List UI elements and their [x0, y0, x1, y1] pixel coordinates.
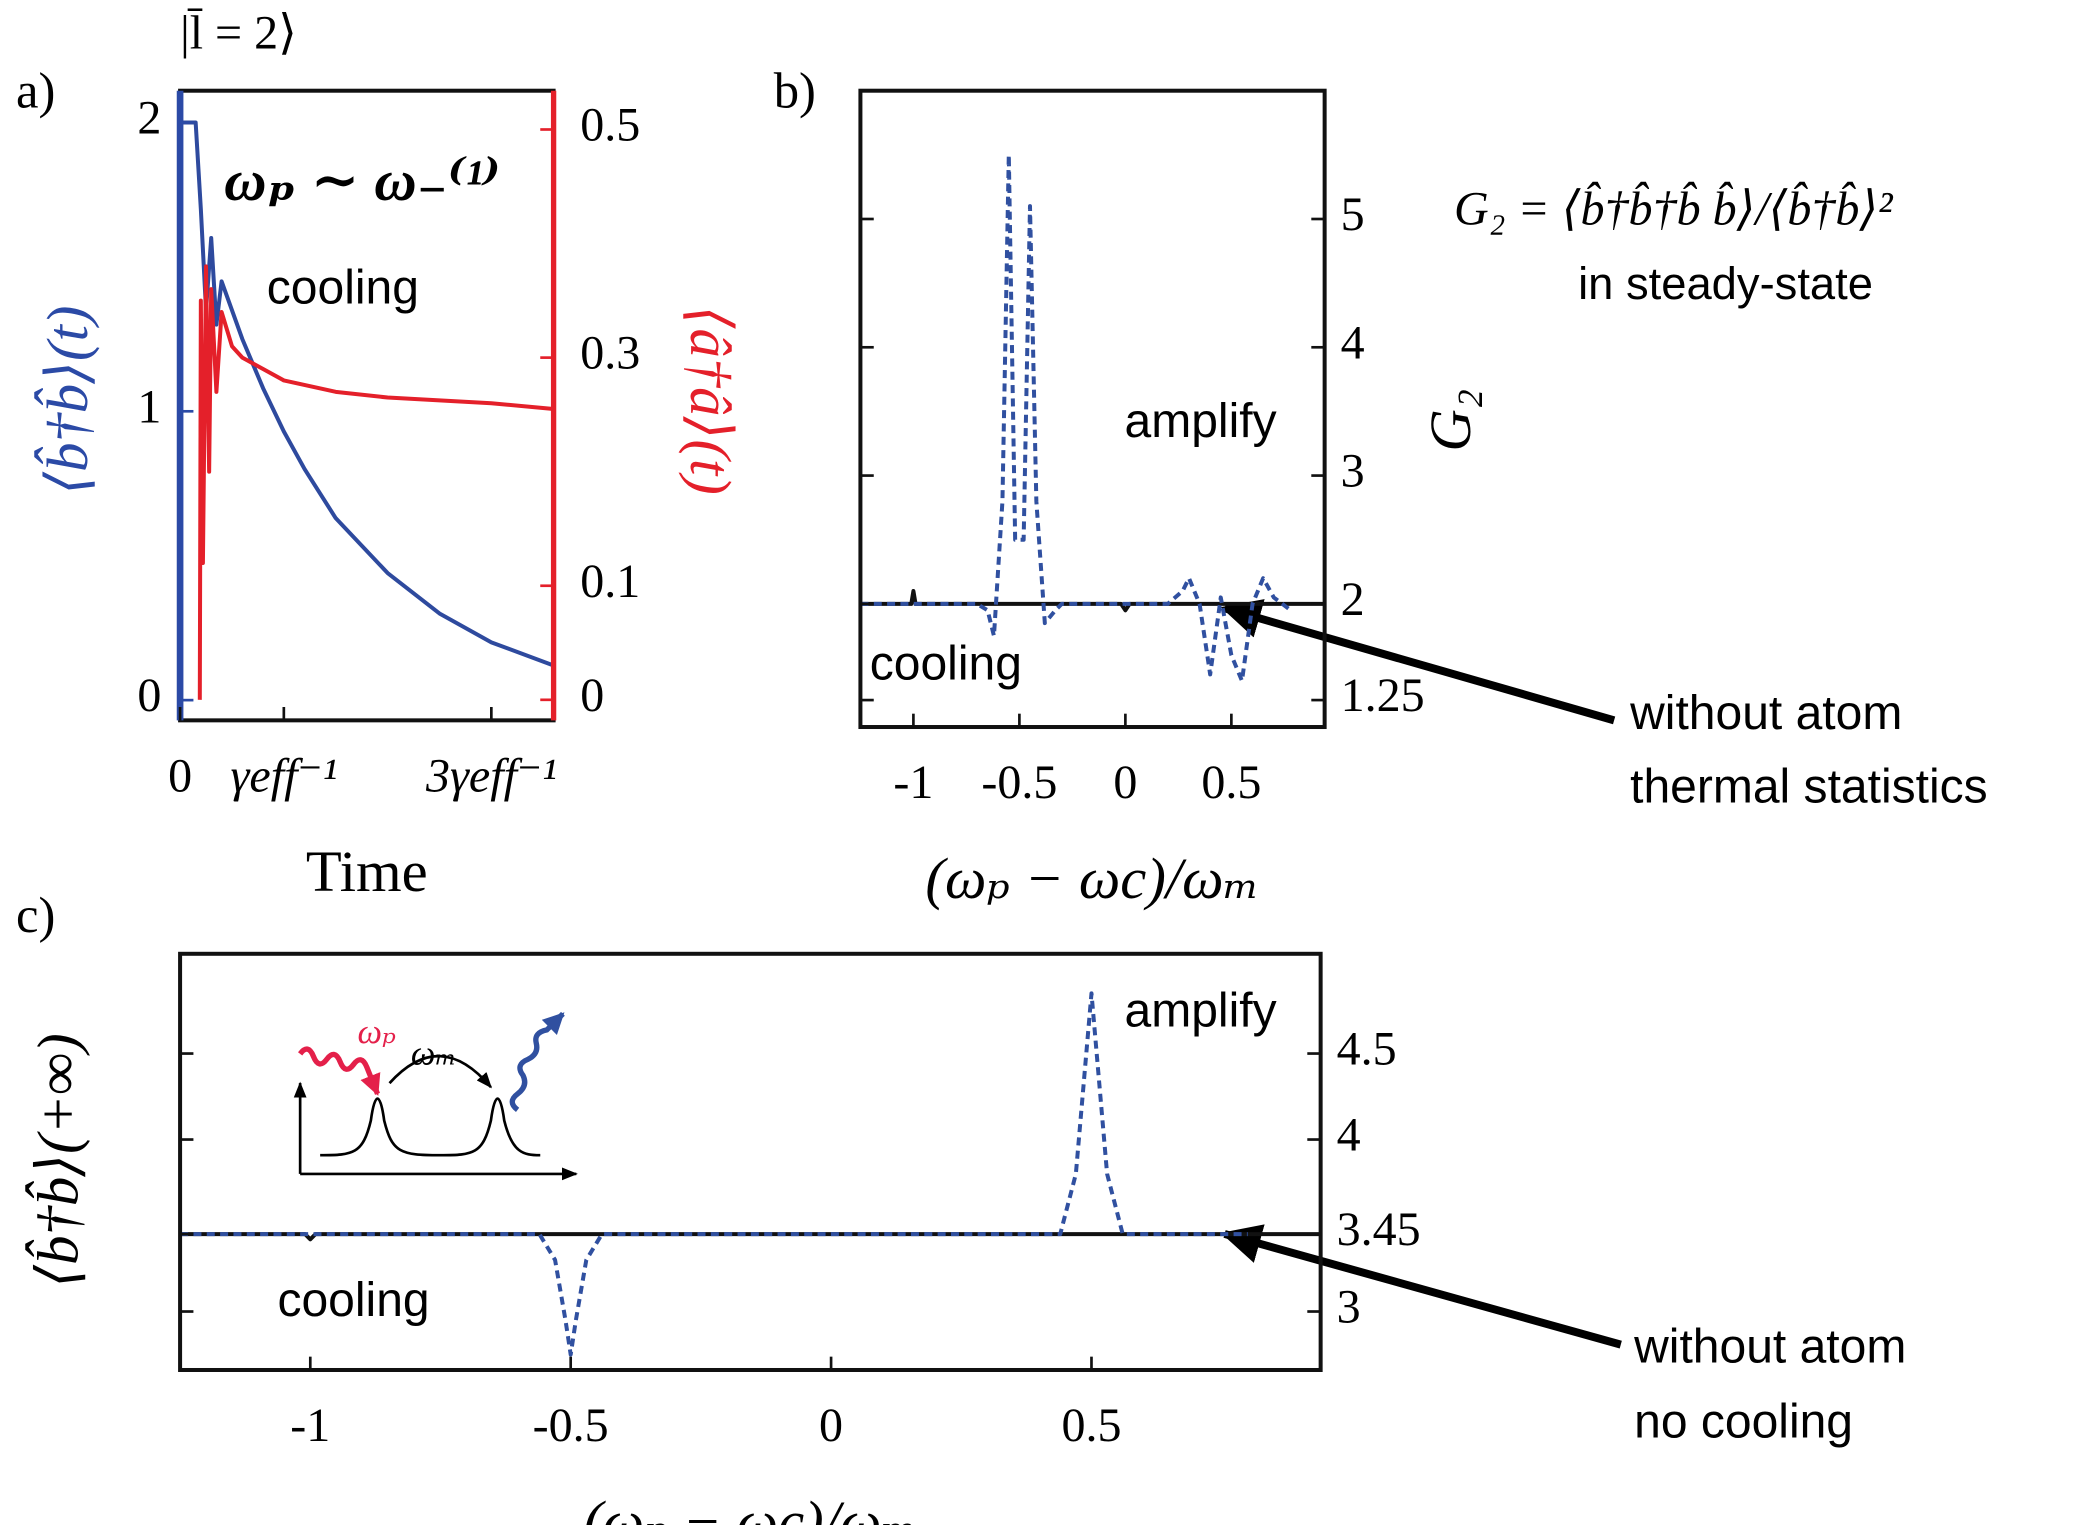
y-axis-label: G₂	[1418, 389, 1483, 452]
y2-tick-label: 0	[580, 669, 604, 722]
y-tick-label: 0	[137, 669, 161, 722]
note: in steady-state	[1578, 258, 1873, 309]
y-tick-label: 3	[1337, 1281, 1361, 1334]
inset-label: ωₚ	[358, 1012, 396, 1051]
y-tick-label: 1.25	[1341, 669, 1425, 722]
x-axis-label: Time	[306, 839, 428, 904]
plot-frame	[858, 88, 1327, 730]
formula: G₂ = ⟨b̂†b̂†b̂ b̂⟩/⟨b̂†b̂⟩²	[1454, 180, 1894, 236]
panel-label: c)	[16, 887, 55, 943]
panel-label: b)	[774, 63, 816, 119]
inset	[293, 1011, 578, 1181]
inset-spectrum	[320, 1097, 541, 1157]
y-tick-label: 4.5	[1337, 1023, 1397, 1076]
y-tick-label: 4	[1341, 316, 1365, 369]
y-tick-label: 5	[1341, 188, 1365, 241]
callout: thermal statistics	[1630, 760, 1988, 813]
annotation: cooling	[277, 1274, 429, 1327]
callout: without atom	[1629, 687, 1902, 740]
y2-axis-label: ⟨â†â⟩(t)	[678, 306, 743, 495]
data-line	[180, 1232, 1321, 1242]
x-tick-label: -1	[290, 1399, 330, 1452]
callout-arrow	[1220, 1224, 1622, 1349]
callout: no cooling	[1634, 1395, 1853, 1448]
x-tick-label: 0	[1113, 756, 1137, 809]
inset-label: ωₘ	[411, 1033, 457, 1072]
data-line	[197, 264, 554, 700]
condition-label: ωₚ ∼ ω₋⁽¹⁾	[224, 148, 500, 213]
panel-label: a)	[16, 63, 55, 119]
y-tick-label: 4	[1337, 1109, 1361, 1162]
inset-photon-in	[298, 1046, 381, 1096]
y-tick-label: 2	[1341, 573, 1365, 626]
annotation: cooling	[870, 638, 1022, 691]
x-tick-label: -0.5	[533, 1399, 609, 1452]
x-tick-label: 0	[168, 749, 192, 802]
y-axis-label: ⟨b̂†b̂⟩(+∞)	[25, 1033, 91, 1287]
x-tick-label: γeff⁻¹	[231, 749, 338, 802]
y-tick-label: 2	[137, 91, 161, 144]
annotation: amplify	[1125, 395, 1277, 448]
y2-tick-label: 0.5	[580, 99, 640, 152]
data-line	[860, 152, 1292, 683]
y2-tick-label: 0.3	[580, 327, 640, 380]
callout: without atom	[1633, 1321, 1906, 1374]
x-tick-label: -0.5	[981, 756, 1057, 809]
annotation: cooling	[267, 261, 419, 314]
plot-frame	[178, 951, 1323, 1372]
x-axis-label: (ωₚ − ωc)/ωₘ	[583, 1489, 917, 1525]
x-tick-label: 0.5	[1201, 756, 1261, 809]
callout-arrow	[1220, 599, 1616, 725]
y-tick-label: 3	[1341, 445, 1365, 498]
x-tick-label: 0.5	[1061, 1399, 1121, 1452]
y-tick-label: 1	[137, 380, 161, 433]
x-tick-label: -1	[893, 756, 933, 809]
y-axis-label: ⟨b̂†b̂⟩(t)	[34, 306, 100, 495]
annotation: amplify	[1125, 985, 1277, 1038]
x-tick-label: 3γeff⁻¹	[425, 749, 557, 802]
y2-tick-label: 0.1	[580, 555, 640, 608]
inset-transition	[388, 1054, 492, 1089]
x-axis-label: (ωₚ − ωc)/ωₘ	[925, 846, 1259, 911]
inset-photon-out	[509, 1011, 565, 1113]
state-label: |l̄ = 2⟩	[180, 6, 297, 59]
y-tick-label: 3.45	[1337, 1203, 1421, 1256]
data-line	[180, 991, 1248, 1357]
x-tick-label: 0	[819, 1399, 843, 1452]
